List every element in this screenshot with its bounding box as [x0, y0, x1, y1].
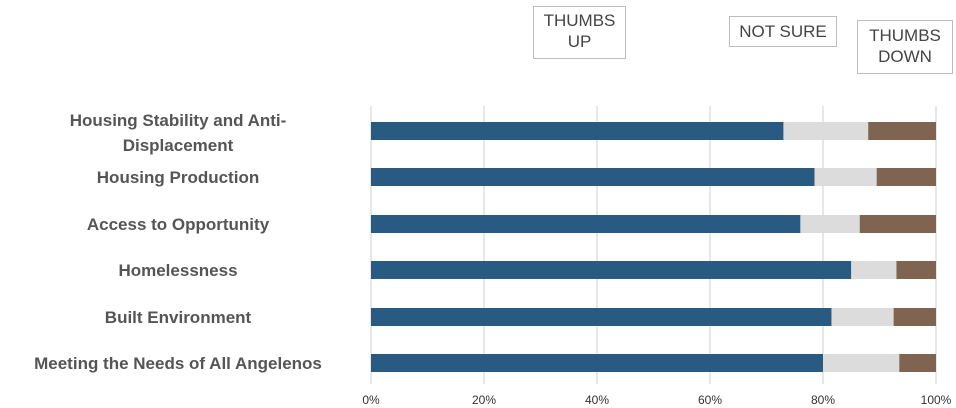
- category-label: Access to Opportunity: [87, 215, 270, 234]
- x-tick-label: 40%: [585, 393, 609, 407]
- x-tick-label: 20%: [472, 393, 496, 407]
- legend-not-sure: NOT SURE: [729, 16, 837, 47]
- bar-thumbs-up-4: [371, 308, 832, 326]
- x-tick-label: 0%: [362, 393, 380, 407]
- bar-thumbs-up-1: [371, 168, 815, 186]
- legend-thumbs-up: THUMBS UP: [533, 6, 626, 59]
- bar-thumbs-up-5: [371, 354, 823, 372]
- x-tick-label: 80%: [811, 393, 835, 407]
- bar-thumbs-up-3: [371, 261, 852, 279]
- bar-not-sure-0: [783, 122, 869, 140]
- bar-not-sure-1: [814, 168, 877, 186]
- legend-thumbs-up-label: THUMBS UP: [543, 11, 616, 51]
- x-tick-labels: 0% 20% 40% 60% 80% 100%: [362, 393, 951, 407]
- bar-thumbs-down-1: [876, 168, 936, 186]
- gridlines: [370, 106, 937, 384]
- x-tick-label: 60%: [698, 393, 722, 407]
- bar-not-sure-5: [823, 354, 900, 372]
- category-label: Built Environment: [105, 308, 252, 327]
- x-tick-label: 100%: [921, 393, 952, 407]
- bar-thumbs-down-0: [868, 122, 936, 140]
- category-label: Homelessness: [118, 261, 237, 280]
- bar-thumbs-down-3: [896, 261, 936, 279]
- bar-not-sure-3: [851, 261, 897, 279]
- bar-thumbs-down-2: [859, 215, 936, 233]
- bar-thumbs-down-5: [899, 354, 936, 372]
- bars: [371, 122, 936, 372]
- legend-not-sure-label: NOT SURE: [739, 22, 827, 41]
- category-label: Housing Production: [97, 168, 259, 187]
- legend-thumbs-down: THUMBS DOWN: [857, 20, 953, 74]
- category-labels: Housing Stability and Anti-Displacement H…: [34, 111, 322, 373]
- category-label: Meeting the Needs of All Angelenos: [34, 354, 322, 373]
- bar-not-sure-4: [831, 308, 894, 326]
- legend-thumbs-down-label: THUMBS DOWN: [869, 26, 941, 66]
- bar-thumbs-up-2: [371, 215, 801, 233]
- category-label: Housing Stability and Anti-Displacement: [70, 111, 287, 155]
- bar-thumbs-down-4: [893, 308, 936, 326]
- bar-thumbs-up-0: [371, 122, 784, 140]
- bar-not-sure-2: [800, 215, 860, 233]
